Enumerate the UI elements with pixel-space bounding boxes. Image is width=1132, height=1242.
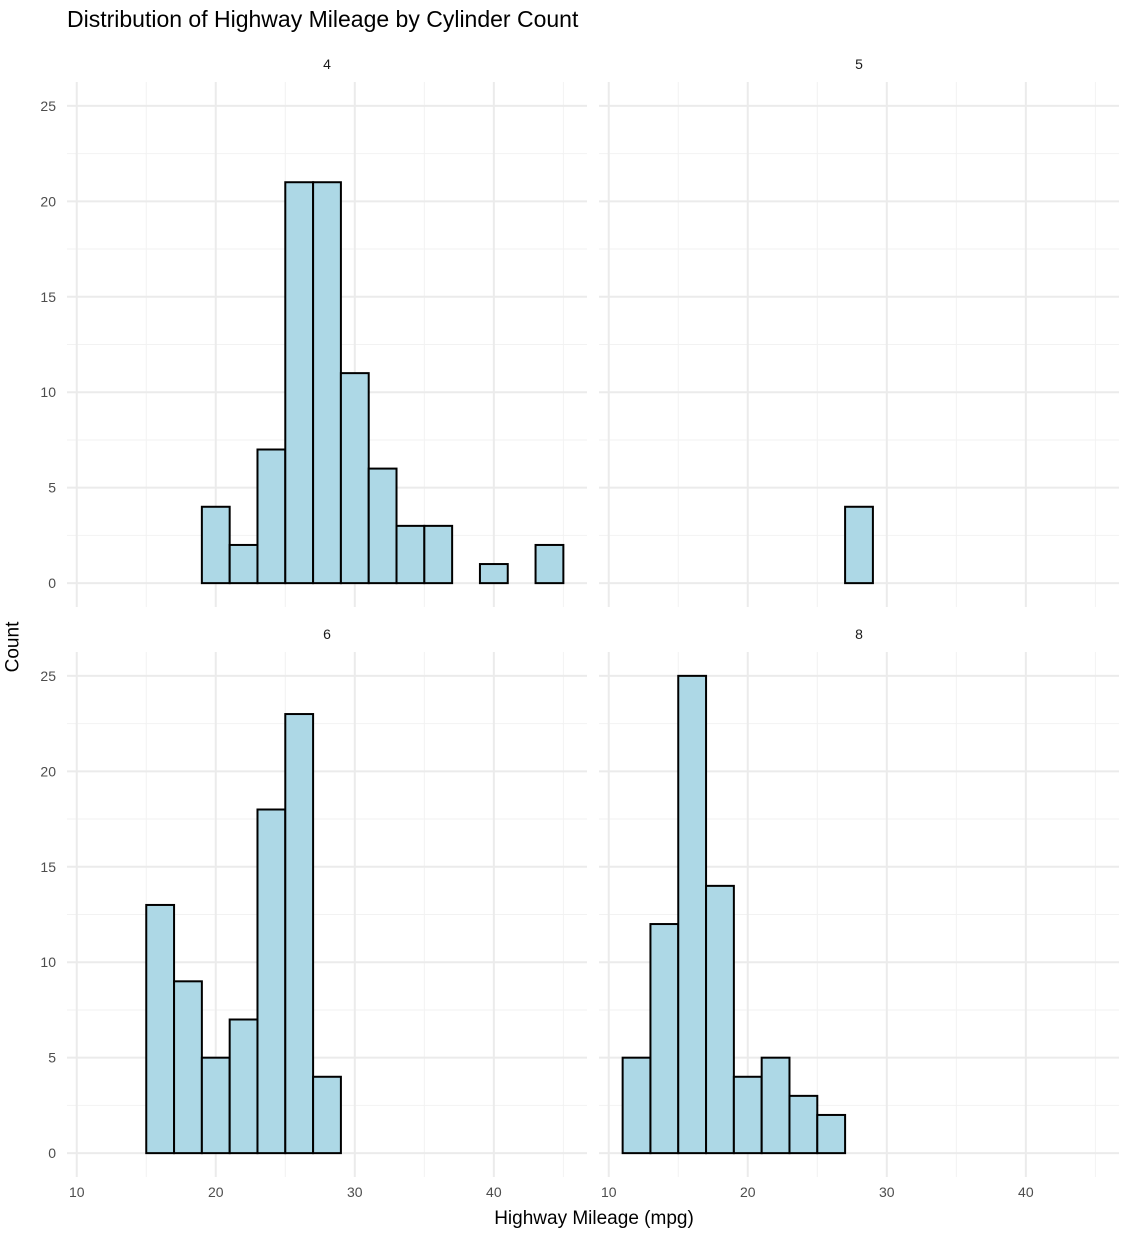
y-tick-label: 10 — [40, 954, 56, 970]
facet-strip-label: 6 — [323, 626, 331, 642]
histogram-bar — [395, 524, 426, 585]
y-tick-label: 20 — [40, 763, 56, 779]
facet-strip-label: 8 — [855, 626, 863, 642]
histogram-bar — [256, 448, 287, 585]
x-tick-label: 40 — [1018, 1184, 1034, 1200]
y-axis-label: Count — [2, 621, 24, 673]
histogram-bar — [649, 923, 680, 1155]
histogram-bar — [339, 372, 370, 585]
histogram-bar — [312, 1075, 342, 1155]
histogram-bar — [145, 903, 176, 1155]
facet-panel-4: 4 0 5 10 15 20 25 — [40, 56, 587, 607]
histogram-bar — [312, 181, 342, 585]
histogram-bar — [284, 181, 315, 585]
facet-panel-8: 8 10 20 30 40 — [599, 626, 1119, 1200]
y-tick-label: 20 — [40, 193, 56, 209]
histogram-bar — [228, 543, 259, 585]
facet-panel-6: 6 0 5 10 15 20 25 10 20 30 40 — [40, 626, 587, 1200]
x-tick-label: 10 — [601, 1184, 617, 1200]
x-tick-label: 30 — [347, 1184, 363, 1200]
histogram-bar — [367, 467, 398, 585]
chart-title: Distribution of Highway Mileage by Cylin… — [67, 6, 579, 32]
histogram-bar — [534, 543, 565, 585]
histogram-bar — [200, 505, 231, 585]
histogram-bar — [760, 1056, 791, 1155]
histogram-bar — [478, 563, 509, 585]
histogram-bar — [200, 1056, 231, 1155]
x-tick-label: 20 — [208, 1184, 224, 1200]
histogram-bar — [284, 713, 315, 1155]
histogram-bar — [788, 1094, 819, 1155]
y-tick-label: 25 — [40, 98, 56, 114]
facet-strip-label: 4 — [323, 56, 331, 72]
x-tick-label: 40 — [486, 1184, 502, 1200]
y-tick-label: 15 — [40, 859, 56, 875]
x-tick-label: 20 — [740, 1184, 756, 1200]
y-tick-label: 5 — [48, 480, 56, 496]
histogram-bar — [705, 884, 735, 1155]
x-axis-label: Highway Mileage (mpg) — [494, 1208, 694, 1229]
y-tick-label: 25 — [40, 668, 56, 684]
histogram-bar — [228, 1018, 259, 1155]
x-tick-label: 30 — [879, 1184, 895, 1200]
histogram-bar — [173, 980, 203, 1155]
histogram-bar — [816, 1113, 847, 1155]
y-tick-label: 15 — [40, 289, 56, 305]
facet-strip-label: 5 — [855, 56, 863, 72]
y-tick-label: 10 — [40, 384, 56, 400]
histogram-bar — [844, 505, 874, 585]
facet-panel-5: 5 — [599, 56, 1119, 607]
histogram-bar — [621, 1056, 652, 1155]
histogram-bar — [732, 1075, 763, 1155]
x-tick-label: 10 — [69, 1184, 85, 1200]
histogram-bar — [423, 524, 454, 585]
y-tick-label: 5 — [48, 1050, 56, 1066]
histogram-bar — [677, 674, 708, 1155]
y-tick-label: 0 — [48, 575, 56, 591]
histogram-bar — [256, 808, 287, 1155]
y-tick-label: 0 — [48, 1145, 56, 1161]
